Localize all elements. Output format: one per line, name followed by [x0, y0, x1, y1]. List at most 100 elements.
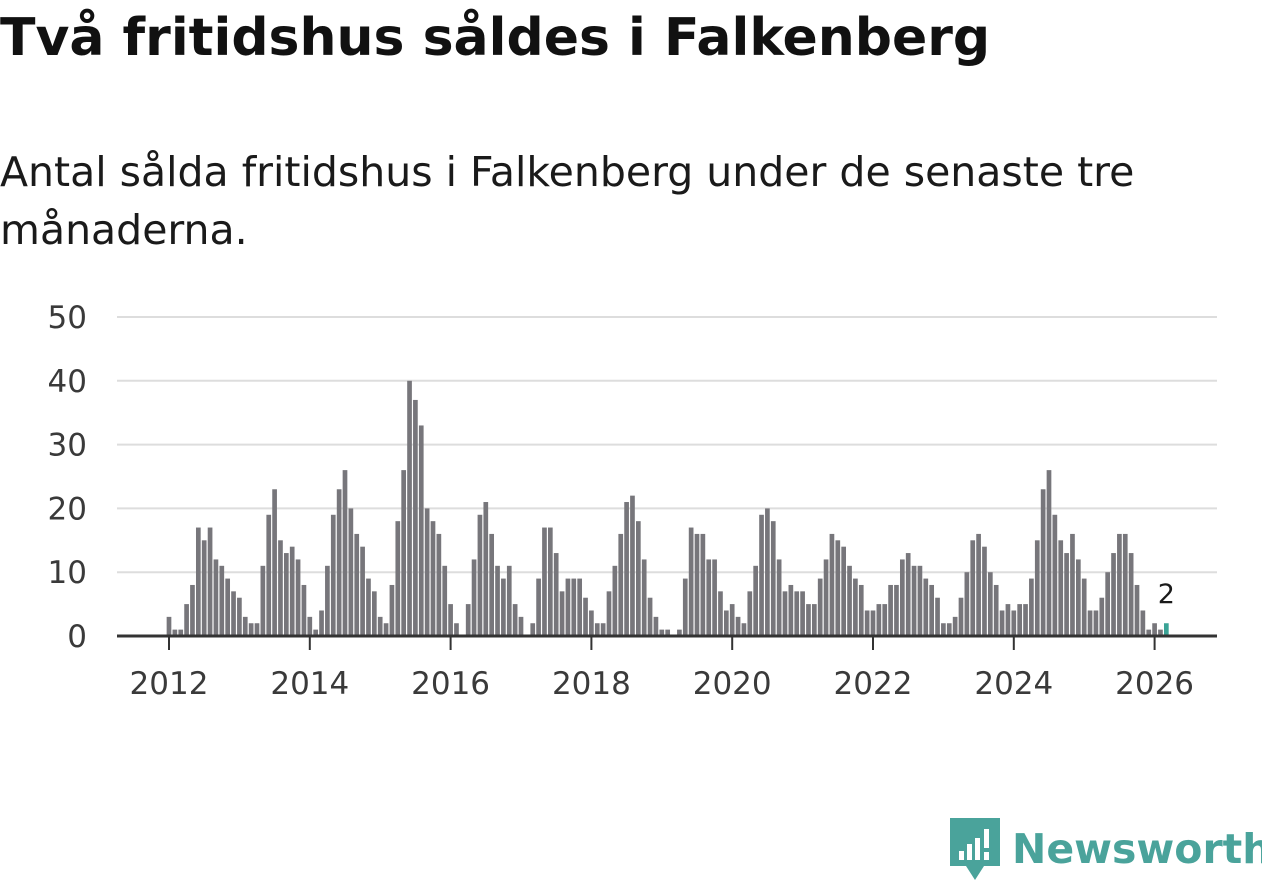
bar	[201, 540, 207, 636]
bar	[806, 604, 811, 636]
bar	[424, 508, 430, 636]
x-axis-ticks: 2012 2014 2016 2018 2020 2022 2024 2026	[130, 636, 1194, 702]
y-axis-ticks: 0 10 20 30 40 50	[48, 300, 87, 655]
bar	[735, 616, 741, 636]
gridlines	[117, 316, 1217, 574]
bar	[471, 559, 477, 636]
bar	[1122, 533, 1128, 636]
bar	[542, 527, 547, 636]
bar	[413, 399, 418, 636]
bar	[870, 610, 876, 636]
x-tick-label: 2026	[1115, 666, 1194, 702]
newsworthy-logo-icon	[950, 818, 1000, 880]
bar	[477, 514, 483, 636]
bar	[342, 470, 348, 636]
bar	[501, 578, 506, 636]
bar	[935, 597, 940, 636]
bar	[178, 629, 184, 636]
bar	[371, 591, 377, 636]
bar	[589, 610, 594, 636]
bar	[712, 559, 717, 636]
bar	[577, 578, 583, 636]
bar	[184, 604, 189, 636]
x-tick-label: 2012	[130, 666, 209, 702]
bar	[330, 514, 336, 636]
bar	[348, 508, 354, 636]
bar	[506, 565, 512, 636]
bar	[594, 623, 600, 636]
bar	[436, 533, 442, 636]
bar	[377, 616, 383, 636]
bar	[606, 591, 612, 636]
x-tick-label: 2020	[693, 666, 772, 702]
bar	[465, 604, 471, 636]
brand-name: Newsworthy	[1012, 825, 1262, 873]
bar	[847, 565, 852, 636]
chart-subtitle: Antal sålda fritidshus i Falkenberg unde…	[0, 148, 1135, 254]
bar	[858, 584, 864, 636]
bar	[260, 565, 266, 636]
bar	[1058, 540, 1064, 636]
bar-highlight	[1163, 623, 1169, 636]
bar	[1070, 533, 1075, 636]
bar	[987, 572, 993, 636]
bar	[899, 559, 905, 636]
bar	[794, 591, 800, 636]
bar	[653, 616, 659, 636]
bar	[929, 584, 935, 636]
bar	[759, 514, 764, 636]
bar	[835, 540, 841, 636]
bar	[782, 591, 788, 636]
bar	[254, 623, 260, 636]
bar	[993, 584, 999, 636]
bar	[1034, 540, 1040, 636]
bar	[495, 565, 500, 636]
bar	[1081, 578, 1087, 636]
bar	[1152, 623, 1157, 636]
bar	[1134, 584, 1140, 636]
chart-title: Två fritidshus såldes i Falkenberg	[0, 8, 991, 68]
y-tick-label: 0	[67, 619, 87, 655]
bar	[659, 629, 665, 636]
bar	[694, 533, 700, 636]
bar	[1046, 470, 1052, 636]
x-tick-label: 2016	[411, 666, 490, 702]
bar	[800, 591, 805, 636]
bar	[618, 533, 624, 636]
bar	[583, 597, 588, 636]
bar	[489, 533, 495, 636]
bar	[301, 584, 307, 636]
bar	[1005, 604, 1011, 636]
highlight-value-label: 2	[1158, 579, 1175, 610]
bar	[366, 578, 371, 636]
bar	[448, 604, 453, 636]
bar	[248, 623, 254, 636]
bar	[970, 540, 976, 636]
bar	[1017, 604, 1023, 636]
bar	[882, 604, 888, 636]
bar	[635, 521, 641, 636]
bar	[565, 578, 571, 636]
bar	[389, 584, 395, 636]
bar	[430, 521, 436, 636]
bar	[729, 604, 735, 636]
bar	[190, 584, 195, 636]
bar	[853, 578, 858, 636]
bar	[1140, 610, 1146, 636]
bar	[624, 502, 629, 636]
bar	[941, 623, 946, 636]
y-tick-label: 40	[48, 364, 87, 400]
bar	[1040, 489, 1046, 636]
bar	[278, 540, 283, 636]
bar	[1064, 553, 1069, 636]
bar	[677, 629, 682, 636]
bar	[401, 470, 407, 636]
bar	[207, 527, 213, 636]
bar	[876, 604, 882, 636]
bar	[360, 546, 365, 636]
bar	[395, 521, 401, 636]
bar	[700, 533, 706, 636]
bar	[172, 629, 178, 636]
bar	[242, 616, 248, 636]
bar	[958, 597, 964, 636]
